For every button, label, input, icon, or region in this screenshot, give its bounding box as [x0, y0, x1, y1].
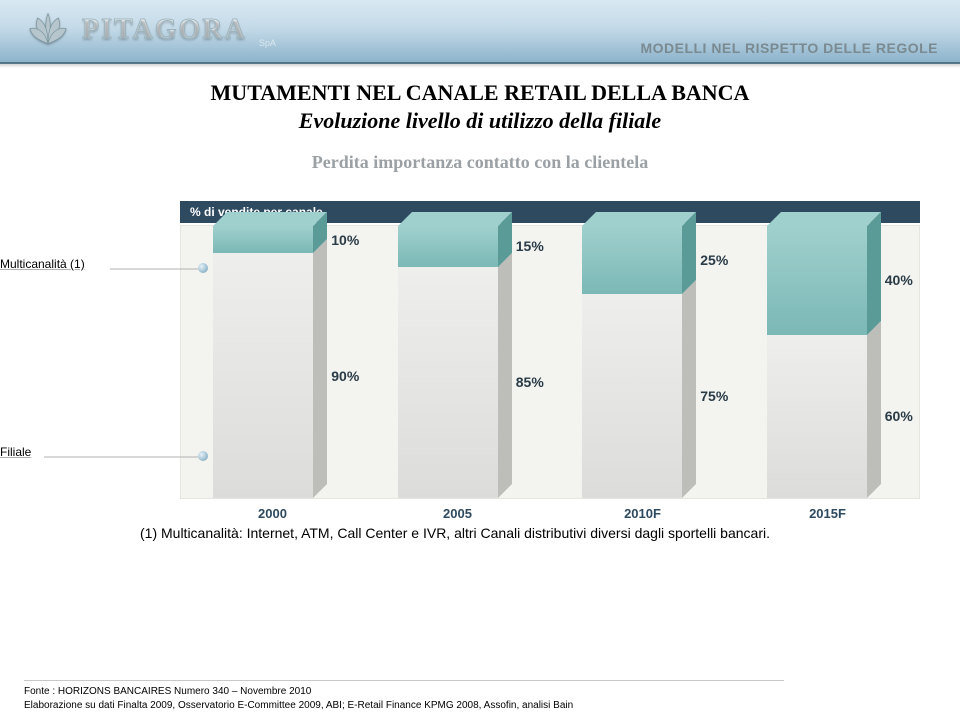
title-line-1: MUTAMENTI NEL CANALE RETAIL DELLA BANCA	[40, 80, 920, 106]
chart-plot-area: 10%90%15%85%25%75%40%60%	[180, 225, 920, 499]
pct-label-bottom: 90%	[331, 368, 359, 384]
series-label-multicanalita: Multicanalità (1)	[0, 257, 85, 271]
lotus-icon	[24, 6, 72, 54]
connector-line-top	[110, 263, 210, 279]
bars-row: 10%90%15%85%25%75%40%60%	[181, 226, 919, 498]
slide-title: MUTAMENTI NEL CANALE RETAIL DELLA BANCA …	[40, 80, 920, 134]
connector-line-bottom	[44, 451, 210, 467]
source-line-1: Fonte : HORIZONS BANCAIRES Numero 340 – …	[24, 685, 784, 699]
slide-subtitle: Perdita importanza contatto con la clien…	[40, 152, 920, 173]
title-line-2: Evoluzione livello di utilizzo della fil…	[40, 108, 920, 134]
brand-suffix: SpA	[259, 38, 276, 48]
connector-dot-icon	[198, 451, 208, 461]
pct-label-bottom: 60%	[885, 408, 913, 424]
page-header: PITAGORA SpA MODELLI NEL RISPETTO DELLE …	[0, 0, 960, 64]
source-citation: Fonte : HORIZONS BANCAIRES Numero 340 – …	[24, 680, 784, 712]
series-label-text: Multicanalità (1)	[0, 257, 85, 271]
x-axis-label: 2005	[398, 506, 518, 521]
brand-logo: PITAGORA SpA	[24, 6, 276, 54]
x-axis-label: 2000	[213, 506, 333, 521]
x-axis-label: 2010F	[583, 506, 703, 521]
x-axis-labels: 2000 2005 2010F 2015F	[180, 506, 920, 521]
slide-content: MUTAMENTI NEL CANALE RETAIL DELLA BANCA …	[0, 80, 960, 541]
pct-label-top: 25%	[700, 252, 728, 268]
pct-label-top: 10%	[331, 232, 359, 248]
series-label-text: Filiale	[0, 445, 31, 459]
connector-dot-icon	[198, 263, 208, 273]
brand-name: PITAGORA	[82, 14, 247, 46]
bar-3d: 10%90%	[213, 226, 333, 498]
source-line-2: Elaborazione su dati Finalta 2009, Osser…	[24, 699, 784, 713]
chart-container: % di vendite per canale 10%90%15%85%25%7…	[40, 201, 920, 521]
pct-label-top: 15%	[516, 238, 544, 254]
header-tagline: MODELLI NEL RISPETTO DELLE REGOLE	[640, 40, 938, 56]
pct-label-bottom: 75%	[700, 388, 728, 404]
pct-label-top: 40%	[885, 272, 913, 288]
bar-3d: 40%60%	[767, 226, 887, 498]
footnote: (1) Multicanalità: Internet, ATM, Call C…	[140, 525, 920, 541]
bar-3d: 25%75%	[582, 226, 702, 498]
pct-label-bottom: 85%	[516, 374, 544, 390]
x-axis-label: 2015F	[768, 506, 888, 521]
series-label-filiale: Filiale	[0, 445, 31, 459]
bar-3d: 15%85%	[398, 226, 518, 498]
